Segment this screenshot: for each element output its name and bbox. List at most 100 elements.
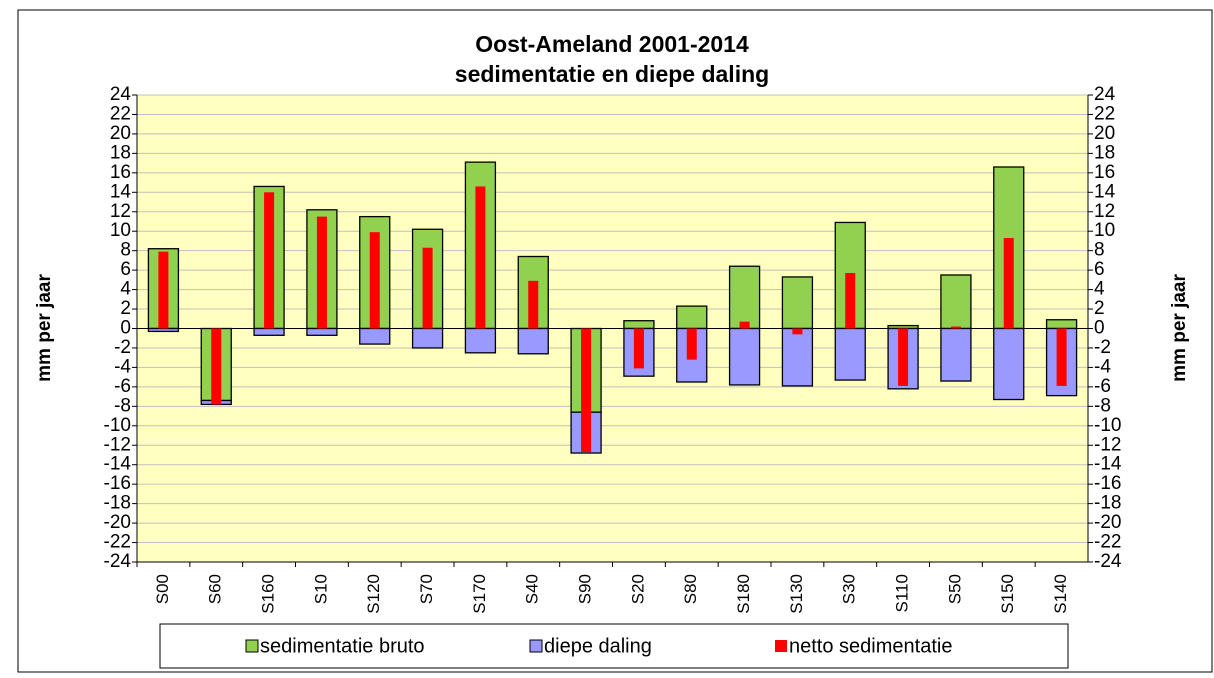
bar (834, 327, 866, 381)
x-tick-label: S110 (893, 574, 912, 612)
bar (781, 276, 814, 330)
y2-tick-label: 20 (1094, 123, 1115, 144)
bar (728, 265, 761, 330)
y2-tick-label: 6 (1094, 259, 1105, 280)
y-tick-label: -24 (104, 551, 132, 572)
bar (147, 327, 180, 333)
x-tick-label: S80 (681, 574, 700, 604)
y-tick-label: -20 (104, 512, 131, 533)
bar (781, 327, 814, 387)
bar (464, 327, 497, 354)
bar (623, 320, 655, 330)
chart-subtitle: sedimentatie en diepe daling (455, 61, 769, 87)
y-tick-label: 20 (110, 123, 131, 144)
x-tick-label: S170 (470, 574, 489, 614)
legend-swatch (245, 639, 259, 653)
y2-tick-label: -16 (1094, 473, 1121, 494)
y-tick-label: 12 (110, 201, 131, 222)
x-tick-label: S60 (206, 574, 225, 604)
legend-swatch (529, 639, 543, 653)
bar (676, 305, 708, 330)
y-tick-label: -14 (104, 454, 132, 475)
bar (739, 321, 750, 329)
y2-tick-label: -4 (1094, 356, 1111, 377)
y2-tick-label: -2 (1094, 337, 1111, 358)
bar (528, 280, 539, 329)
y2-tick-label: 0 (1094, 318, 1105, 339)
bar (411, 327, 444, 349)
y-tick-label: -12 (104, 434, 131, 455)
x-tick-label: S180 (734, 574, 753, 614)
bar (940, 327, 972, 382)
y2-tick-label: 2 (1094, 298, 1105, 319)
y2-tick-label: 8 (1094, 240, 1105, 261)
legend-swatch (775, 640, 787, 652)
bar (1056, 328, 1067, 386)
y-tick-label: -22 (104, 532, 131, 553)
x-tick-label: S00 (153, 574, 172, 604)
y2-tick-label: 24 (1094, 84, 1116, 105)
bar (475, 186, 486, 329)
y-tick-label: -16 (104, 473, 131, 494)
y2-tick-label: -20 (1094, 512, 1121, 533)
y-tick-label: -2 (114, 337, 131, 358)
legend-label: sedimentatie bruto (260, 635, 425, 657)
y-tick-label: 0 (120, 318, 131, 339)
bar (633, 328, 644, 369)
y-tick-label: -10 (104, 415, 131, 436)
legend-box (159, 623, 1069, 669)
bar (422, 247, 433, 329)
x-tick-label: S140 (1051, 574, 1070, 614)
bar (792, 328, 803, 335)
x-tick-label: S40 (523, 574, 542, 604)
bar (264, 192, 275, 329)
bar (940, 274, 972, 330)
y-tick-label: 2 (120, 298, 131, 319)
y-tick-label: -4 (114, 356, 131, 377)
y-tick-label: 4 (120, 279, 131, 300)
y2-tick-label: 22 (1094, 103, 1115, 124)
x-tick-label: S30 (840, 574, 859, 604)
y-tick-label: 18 (110, 142, 131, 163)
y2-tick-label: -10 (1094, 415, 1121, 436)
bar (728, 327, 761, 386)
y-tick-label: 8 (120, 240, 131, 261)
x-tick-label: S150 (998, 574, 1017, 614)
y-tick-label: 10 (110, 220, 131, 241)
x-tick-label: S70 (417, 574, 436, 604)
x-tick-label: S10 (311, 574, 330, 604)
y-axis-label: mm per jaar (34, 274, 55, 382)
bar (517, 327, 549, 355)
y-tick-label: 16 (110, 162, 131, 183)
chart-title: Oost-Ameland 2001-2014 (475, 31, 749, 57)
y2-tick-label: 10 (1094, 220, 1115, 241)
x-tick-label: S20 (628, 574, 647, 604)
bar (369, 232, 380, 329)
bar (316, 216, 327, 329)
y2-tick-label: 16 (1094, 162, 1115, 183)
y2-tick-label: 14 (1094, 181, 1116, 202)
y2-tick-label: 18 (1094, 142, 1115, 163)
y-tick-label: 14 (110, 181, 132, 202)
y-tick-label: 24 (110, 84, 132, 105)
y2-tick-label: -6 (1094, 376, 1111, 397)
bar (950, 326, 961, 329)
bar (845, 273, 856, 329)
y-tick-label: -18 (104, 493, 131, 514)
bar (158, 251, 169, 329)
x-tick-label: S50 (945, 574, 964, 604)
y2-tick-label: -22 (1094, 532, 1121, 553)
x-tick-label: S120 (364, 574, 383, 614)
bar (253, 327, 285, 336)
bar (211, 328, 222, 405)
y2-tick-label: 4 (1094, 279, 1105, 300)
y2-tick-label: -18 (1094, 493, 1121, 514)
bar (1045, 319, 1078, 330)
y2-axis-label: mm per jaar (1169, 274, 1190, 382)
y-tick-label: -6 (114, 376, 131, 397)
bar (1003, 238, 1014, 329)
legend-label: diepe daling (544, 635, 652, 657)
y2-tick-label: -14 (1094, 454, 1122, 475)
